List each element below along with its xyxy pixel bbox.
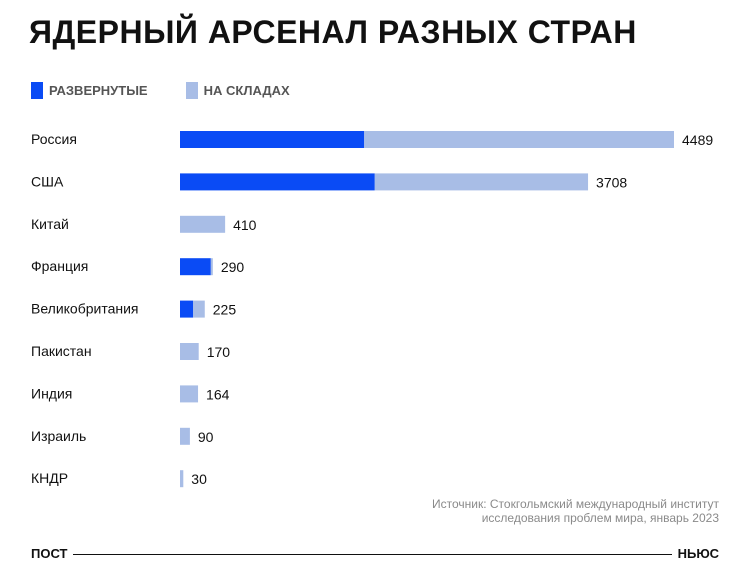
bar-segment-stored xyxy=(210,258,213,276)
bar-segment-stored xyxy=(180,385,199,403)
bar-segment-stored xyxy=(364,131,674,148)
footer-brand-right: НЬЮС xyxy=(677,545,719,561)
value-label: 3708 xyxy=(596,174,627,190)
category-label: США xyxy=(31,173,64,189)
footer-divider xyxy=(73,553,672,555)
legend-swatch-deployed xyxy=(31,81,43,99)
legend-label-stored: НА СКЛАДАХ xyxy=(203,82,290,98)
legend-item-stored: НА СКЛАДАХ xyxy=(185,81,290,99)
chart-title: ЯДЕРНЫЙ АРСЕНАЛ РАЗНЫХ СТРАН xyxy=(29,14,637,50)
value-label: 4489 xyxy=(682,132,713,148)
bar-segment-stored xyxy=(180,470,184,488)
category-label: Великобритания xyxy=(31,301,139,317)
value-label: 170 xyxy=(207,344,231,360)
category-label: Россия xyxy=(31,131,77,147)
bar-chart: Россия 4489 США 3708 Китай 410 Франция 290 Велик… xyxy=(31,131,713,488)
category-label: Индия xyxy=(31,385,72,401)
value-label: 164 xyxy=(206,386,230,402)
source-line-2: исследования проблем мира, январь 2023 xyxy=(481,511,719,525)
bar-segment-deployed xyxy=(180,173,375,191)
legend-label-deployed: РАЗВЕРНУТЫЕ xyxy=(49,82,148,98)
value-label: 225 xyxy=(213,302,237,318)
bar-segment-stored xyxy=(180,215,226,233)
legend: РАЗВЕРНУТЫЕ НА СКЛАДАХ xyxy=(31,81,290,99)
bar-segment-deployed xyxy=(180,258,211,276)
value-label: 30 xyxy=(191,471,207,487)
bar-segment-stored xyxy=(374,173,589,191)
value-label: 410 xyxy=(233,217,257,233)
category-label: Израиль xyxy=(31,428,86,444)
bar-segment-stored xyxy=(180,343,199,360)
source-note: Источник: Стокгольмский международный ин… xyxy=(299,497,719,525)
category-label: Пакистан xyxy=(31,343,92,359)
bar-segment-deployed xyxy=(180,300,194,318)
legend-swatch-stored xyxy=(185,81,198,99)
footer: ПОСТ НЬЮС xyxy=(31,545,719,561)
category-label: КНДР xyxy=(31,470,68,486)
value-label: 290 xyxy=(221,259,245,275)
bar-segment-deployed xyxy=(180,131,365,148)
legend-item-deployed: РАЗВЕРНУТЫЕ xyxy=(31,81,148,99)
bar-segment-stored xyxy=(180,427,190,445)
category-label: Китай xyxy=(31,216,69,232)
source-line-1: Источник: Стокгольмский международный ин… xyxy=(431,497,719,511)
footer-brand-left: ПОСТ xyxy=(31,545,68,561)
value-label: 90 xyxy=(198,429,214,445)
bar-segment-stored xyxy=(193,300,205,318)
category-label: Франция xyxy=(31,258,88,274)
